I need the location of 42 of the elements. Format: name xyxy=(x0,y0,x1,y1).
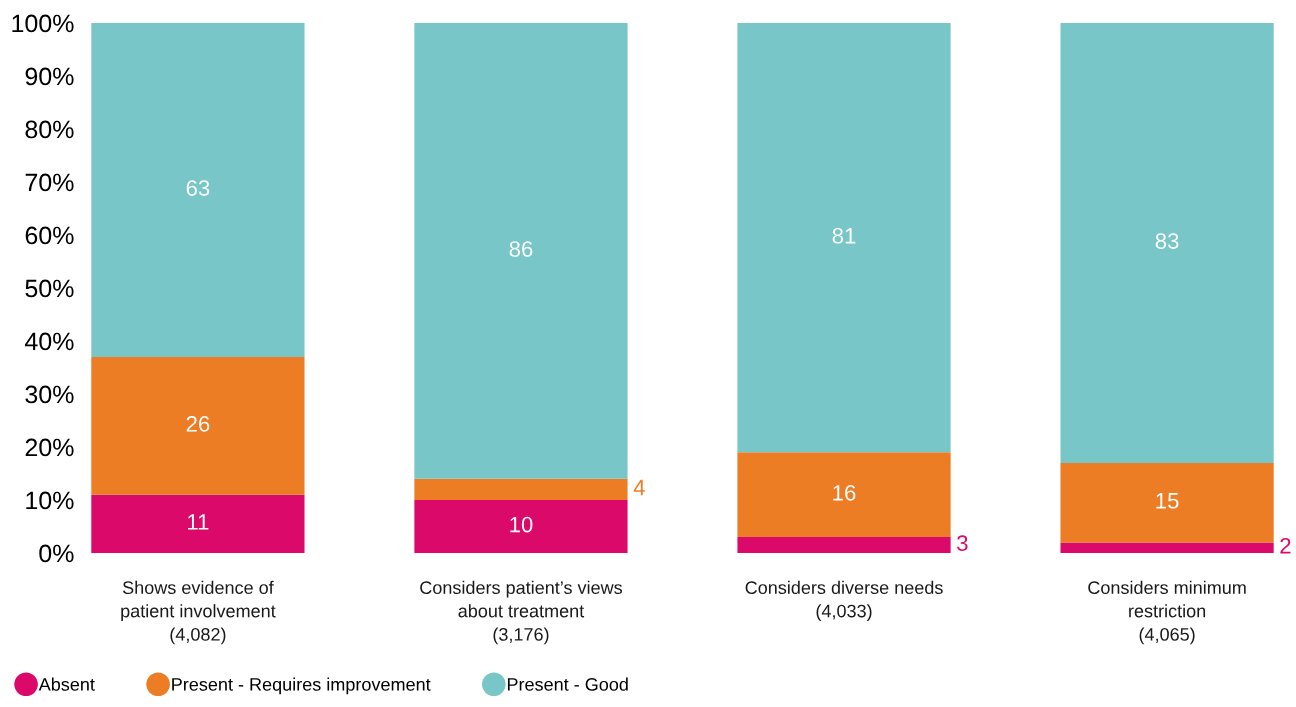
y-tick-label: 40% xyxy=(24,332,74,351)
data-label: 10 xyxy=(510,516,533,533)
bar xyxy=(737,23,951,453)
x-tick-label: Shows evidence of patient involvement (4,082) xyxy=(121,580,276,645)
y-tick-label: 20% xyxy=(25,438,74,457)
bar xyxy=(737,452,951,538)
y-tick-label: 30% xyxy=(25,385,74,404)
data-label: 86 xyxy=(509,241,533,257)
y-tick-label: 100% xyxy=(12,14,74,33)
bar xyxy=(414,478,628,500)
y-tick-label: 70% xyxy=(25,173,74,192)
bar xyxy=(91,356,305,495)
data-label: 2 xyxy=(1280,537,1291,554)
legend-label: Absent xyxy=(38,677,95,691)
y-tick-label: 90% xyxy=(25,67,74,86)
y-tick-label: 80% xyxy=(25,120,74,139)
legend-label: Present - Requires improvement xyxy=(172,677,431,695)
bar xyxy=(737,537,951,553)
x-tick-label: Considers diverse needs (4,033) xyxy=(745,580,943,621)
bar xyxy=(1060,462,1274,543)
x-tick-label: Considers patient’s views about treatment (3,176) xyxy=(420,580,623,645)
x-tick-label: Considers minimum restriction (4,065) xyxy=(1088,580,1246,645)
data-label: 11 xyxy=(188,514,209,530)
data-label: 16 xyxy=(833,484,856,501)
data-label: 63 xyxy=(186,180,210,196)
legend-label: Present - Good xyxy=(507,677,628,691)
data-label: 4 xyxy=(633,479,645,496)
y-tick-label: 50% xyxy=(25,279,74,298)
data-label: 26 xyxy=(186,416,210,432)
data-label: 83 xyxy=(1155,233,1179,249)
bar xyxy=(414,500,628,553)
y-tick-label: 10% xyxy=(26,491,74,510)
bar xyxy=(91,494,305,553)
y-tick-label: 0% xyxy=(39,544,74,563)
data-label: 3 xyxy=(957,535,968,552)
bar xyxy=(1060,542,1274,553)
y-tick-label: 60% xyxy=(25,226,74,245)
data-label: 15 xyxy=(1156,493,1179,509)
bar xyxy=(1060,23,1274,463)
bar xyxy=(91,23,305,357)
bar xyxy=(414,23,628,479)
data-label: 81 xyxy=(832,227,856,244)
